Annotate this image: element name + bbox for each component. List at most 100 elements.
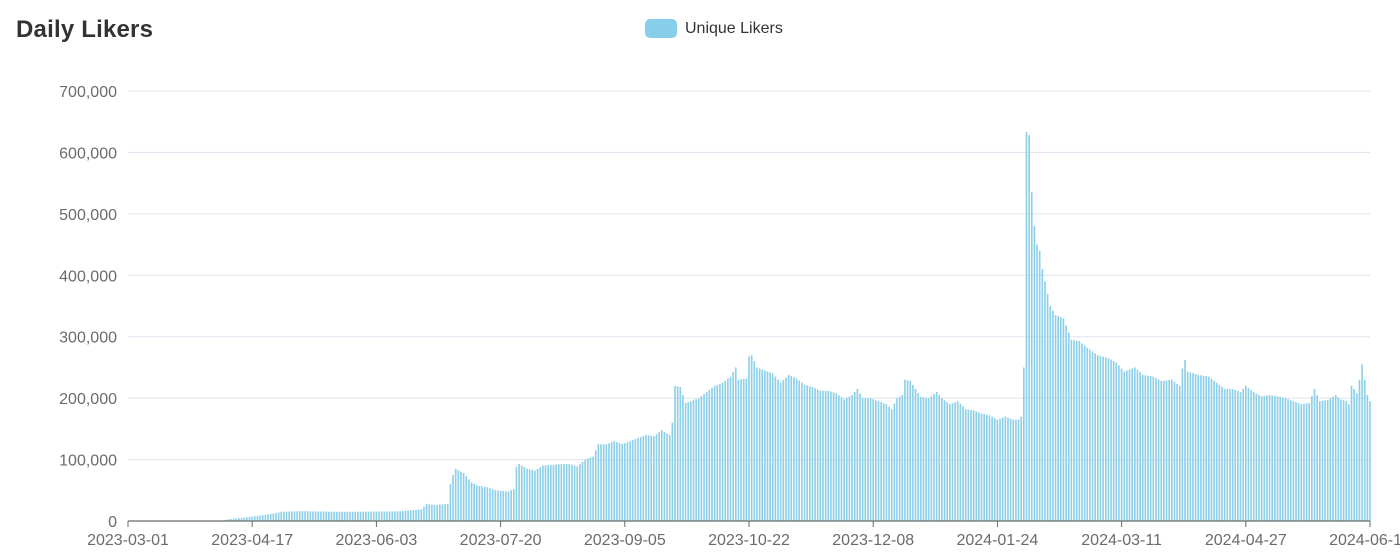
bar <box>534 470 536 521</box>
bar <box>1044 281 1046 521</box>
bar <box>314 511 317 521</box>
bar <box>240 517 243 521</box>
bar <box>898 396 901 521</box>
chart-legend[interactable]: Unique Likers <box>645 19 783 38</box>
bar <box>676 386 679 521</box>
bar <box>933 394 935 521</box>
x-tick-label: 2024-01-24 <box>956 532 1038 549</box>
bar <box>441 504 444 521</box>
bar <box>1081 343 1083 521</box>
bar <box>272 513 275 521</box>
bar <box>1136 369 1139 521</box>
bar <box>1324 400 1326 521</box>
bar <box>745 378 748 521</box>
bar <box>1144 375 1147 521</box>
axes <box>127 520 1371 527</box>
bar <box>1189 372 1192 521</box>
bar <box>407 510 409 521</box>
bar <box>941 398 943 521</box>
bar <box>1149 376 1152 521</box>
bar <box>986 414 988 521</box>
bar <box>737 379 740 521</box>
x-tick-label: 2023-10-22 <box>708 532 790 549</box>
bar <box>542 465 544 521</box>
bar <box>993 418 996 521</box>
bar <box>843 399 845 521</box>
bar <box>1007 417 1009 521</box>
bar <box>1173 381 1176 521</box>
bar <box>1165 380 1168 521</box>
bar <box>1258 394 1260 521</box>
bar <box>882 403 885 521</box>
bar <box>729 376 732 521</box>
bar <box>494 490 497 521</box>
bar <box>668 435 671 521</box>
bar <box>251 516 254 521</box>
bar <box>1157 379 1160 521</box>
bar <box>869 398 872 521</box>
bar <box>946 402 949 521</box>
bar <box>1263 395 1266 521</box>
bar <box>983 414 986 521</box>
bar <box>1340 399 1342 521</box>
bar <box>1176 383 1178 521</box>
bar <box>827 390 830 521</box>
bar <box>349 511 351 521</box>
bar <box>793 377 795 521</box>
bar <box>912 384 914 521</box>
bar <box>682 395 684 521</box>
bar <box>462 473 465 521</box>
bar <box>1062 318 1065 521</box>
bar <box>816 389 819 521</box>
bar <box>1086 347 1089 521</box>
bar <box>1054 315 1057 521</box>
bar <box>1329 398 1332 521</box>
bar <box>563 464 565 521</box>
bar <box>734 367 737 521</box>
bar <box>653 436 655 521</box>
bar <box>1205 376 1207 521</box>
bar <box>1361 364 1363 521</box>
bar <box>1133 367 1136 521</box>
bar <box>306 511 309 521</box>
bar <box>716 384 719 521</box>
bar <box>409 510 412 521</box>
bar <box>1067 332 1070 521</box>
bar <box>806 385 808 521</box>
bar <box>779 382 782 521</box>
bar <box>660 430 663 521</box>
bar <box>1004 416 1007 521</box>
bar <box>1210 378 1213 521</box>
bar <box>454 468 457 521</box>
bar <box>288 511 291 521</box>
bar <box>721 382 724 521</box>
bar <box>1001 417 1004 521</box>
x-tick-label: 2023-07-20 <box>460 532 542 549</box>
bar <box>230 518 232 521</box>
bar <box>925 397 927 521</box>
bar <box>576 466 579 521</box>
bar <box>1060 317 1062 521</box>
bar <box>819 390 822 521</box>
bar <box>489 488 491 521</box>
bar <box>238 518 240 521</box>
bar <box>637 438 639 521</box>
bar <box>502 491 505 521</box>
bar <box>1094 353 1096 521</box>
bar <box>956 401 959 521</box>
bar <box>671 422 674 521</box>
bar <box>531 470 534 521</box>
bar <box>473 483 475 521</box>
bar <box>491 489 494 521</box>
bar <box>1017 419 1020 521</box>
bar <box>1303 403 1305 521</box>
bar <box>399 511 401 521</box>
bar <box>1123 371 1126 521</box>
bar <box>549 464 552 521</box>
bar <box>1355 393 1358 521</box>
bar <box>1033 226 1036 521</box>
bar <box>642 436 645 521</box>
bar <box>988 415 991 521</box>
bar <box>256 515 259 521</box>
bar <box>909 380 912 521</box>
